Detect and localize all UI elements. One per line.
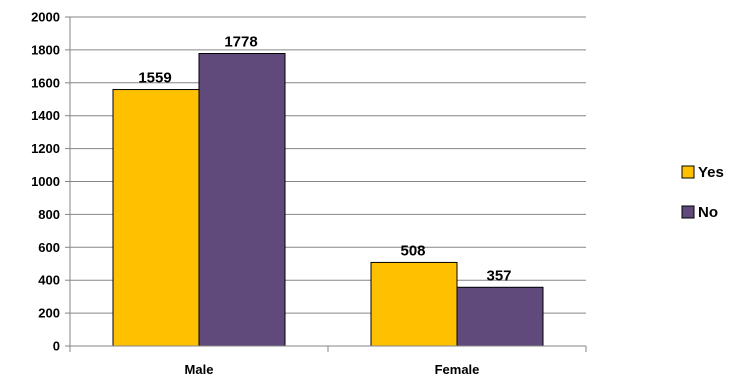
- y-tick-label: 1800: [31, 42, 60, 57]
- bar-yes-female: [370, 261, 458, 347]
- legend-swatch-yes: [681, 165, 695, 179]
- data-label: 1778: [224, 34, 257, 51]
- axes: [65, 16, 587, 352]
- y-tick-label: 800: [38, 207, 60, 222]
- x-category-label: Male: [185, 362, 214, 377]
- y-tick-label: 0: [53, 339, 60, 354]
- labels: 0 200 400 600 800 1000 1200 1400 1600 1800 2000 155…: [31, 10, 511, 378]
- y-tick-label: 2000: [31, 10, 60, 25]
- bar-no-male: [198, 53, 286, 347]
- y-tick-label: 1400: [31, 108, 60, 123]
- y-tick-label: 1200: [31, 141, 60, 156]
- legend-swatch-no: [681, 205, 695, 219]
- bar-yes-male: [112, 89, 200, 347]
- legend-label-no: No: [698, 204, 718, 221]
- data-label: 508: [400, 242, 425, 259]
- y-tick-label: 1600: [31, 75, 60, 90]
- x-category-label: Female: [435, 362, 480, 377]
- legend: Yes No: [681, 164, 724, 221]
- y-tick-label: 200: [38, 306, 60, 321]
- bar-no-female: [456, 286, 544, 347]
- y-tick-label: 1000: [31, 174, 60, 189]
- data-label: 1559: [138, 70, 171, 87]
- data-label: 357: [486, 267, 511, 284]
- legend-label-yes: Yes: [698, 164, 724, 181]
- bars: [112, 53, 544, 347]
- y-tick-label: 400: [38, 273, 60, 288]
- y-tick-label: 600: [38, 240, 60, 255]
